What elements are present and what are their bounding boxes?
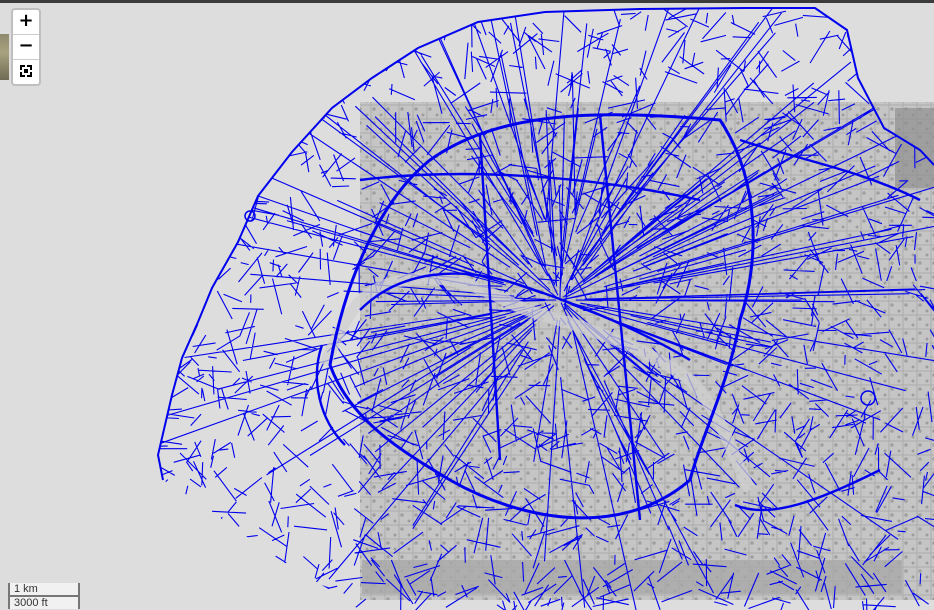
street-network (158, 8, 934, 610)
city-boundary (156, 7, 934, 481)
street-segments (158, 8, 934, 610)
boulevard-line (359, 114, 701, 521)
place-nation (860, 390, 876, 406)
boulevard-line (315, 138, 921, 512)
edge-tile (0, 34, 9, 80)
zoom-out-button[interactable]: − (13, 35, 39, 60)
scale-bar: 1 km 3000 ft (8, 583, 80, 609)
place-etoile (244, 210, 256, 222)
fullscreen-button[interactable] (13, 60, 39, 84)
zoom-control: + − (11, 8, 41, 86)
fullscreen-icon (20, 65, 32, 77)
zoom-in-button[interactable]: + (13, 10, 39, 35)
top-border (0, 0, 934, 3)
boulevard-line (328, 113, 755, 520)
seine-river (319, 272, 756, 493)
scale-imperial: 3000 ft (8, 595, 80, 609)
major-boulevards (315, 113, 921, 521)
